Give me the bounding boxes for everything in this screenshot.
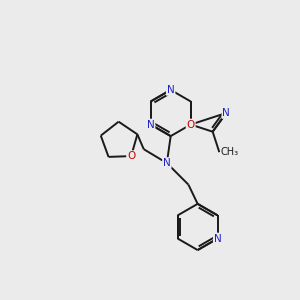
Text: O: O — [127, 151, 135, 161]
Text: N: N — [214, 233, 221, 244]
Text: N: N — [147, 119, 154, 130]
Text: N: N — [163, 158, 171, 168]
Text: CH₃: CH₃ — [221, 147, 239, 157]
Text: O: O — [187, 119, 195, 130]
Text: N: N — [222, 108, 230, 118]
Text: N: N — [167, 85, 175, 95]
